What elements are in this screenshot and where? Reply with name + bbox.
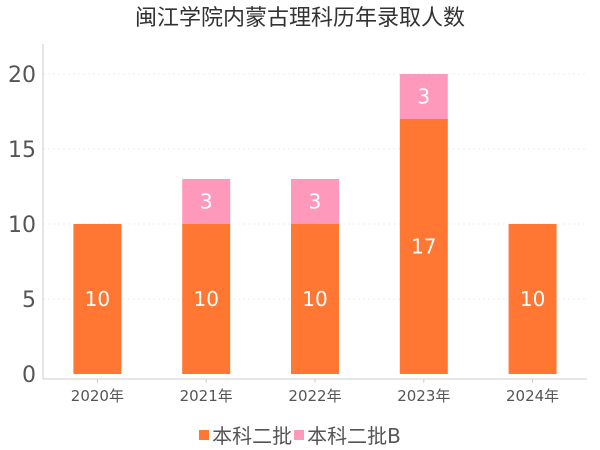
legend-label: 本科二批B	[307, 424, 401, 448]
axes: 0 5 10 15 20 2020年 2021年 2022年 2023年 2024年	[8, 44, 587, 405]
bar-value-label: 10	[302, 287, 327, 311]
bar-value-label: 10	[520, 287, 545, 311]
bar-segment	[182, 179, 231, 224]
bar-segment	[291, 224, 339, 374]
bar-value-label: 10	[85, 287, 110, 311]
x-tick-label: 2022年	[288, 387, 341, 405]
bar-segment	[399, 119, 448, 374]
bar-segment	[399, 74, 448, 119]
legend-label: 本科二批	[212, 424, 293, 448]
x-tick-label: 2020年	[71, 387, 124, 405]
bar-value-label: 10	[193, 287, 218, 311]
data-labels: 10 10 3 10 3 17 3 10	[85, 85, 546, 312]
bar-value-label: 3	[417, 85, 430, 109]
bar-segment	[508, 224, 557, 374]
bar-value-label: 3	[309, 190, 322, 214]
legend: 本科二批 本科二批B	[0, 420, 600, 449]
legend-item[interactable]: 本科二批	[199, 420, 292, 449]
bar-value-label: 17	[411, 235, 436, 259]
bar-segment	[182, 224, 231, 374]
bar-value-label: 3	[200, 190, 213, 214]
legend-swatch	[294, 429, 305, 440]
y-tick-label: 15	[8, 138, 36, 163]
x-tick-label: 2024年	[506, 387, 559, 405]
bar-segment	[291, 179, 339, 224]
x-tick-label: 2023年	[397, 387, 450, 405]
bar-segment	[73, 224, 122, 374]
y-tick-label: 5	[22, 288, 36, 313]
legend-item[interactable]: 本科二批B	[294, 420, 401, 449]
legend-swatch	[199, 429, 210, 440]
chart-title: 闽江学院内蒙古理科历年录取人数	[134, 6, 465, 31]
y-tick-label: 20	[8, 63, 36, 88]
y-tick-label: 0	[22, 363, 36, 388]
x-tick-label: 2021年	[180, 387, 233, 405]
bars	[73, 74, 557, 374]
y-tick-label: 10	[8, 213, 36, 238]
